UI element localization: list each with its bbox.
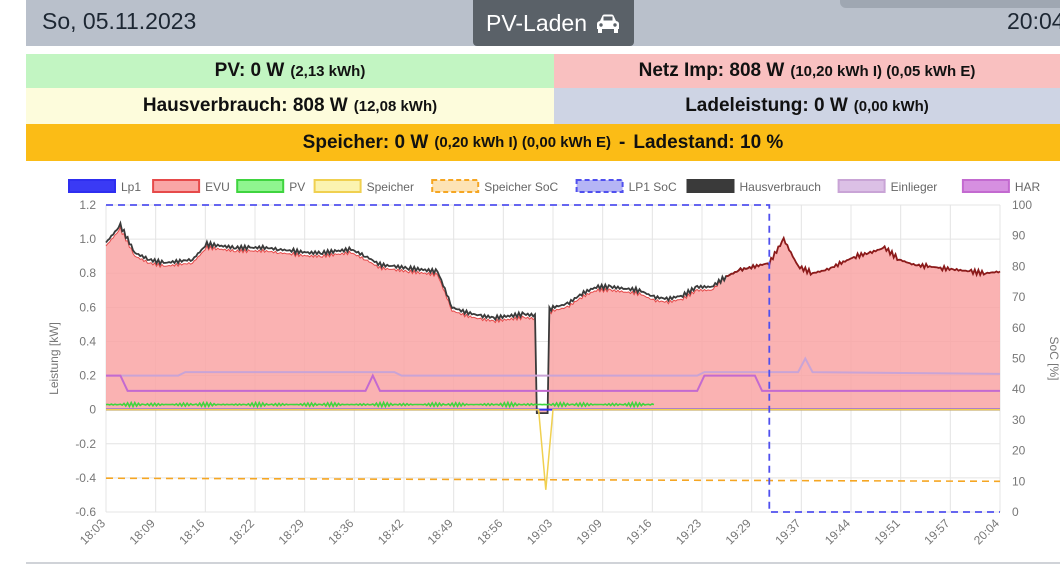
legend-swatch [236,179,285,193]
bottom-divider [26,562,1060,564]
x-tick-label: 19:03 [524,516,555,547]
legend-label: EVU [205,180,230,194]
popup-shadow [840,0,1060,8]
x-tick-label: 19:37 [772,516,803,547]
speicher-soc-line [105,477,1001,483]
x-tick-label: 19:29 [723,516,754,547]
lp1-soc-line [106,204,1000,513]
legend-swatch [837,179,886,193]
y-left-tick-label: -0.4 [75,471,96,485]
x-tick-label: 18:29 [276,516,307,547]
legend-label: PV [289,180,305,194]
legend-label: Speicher [367,180,414,194]
pv-summary: PV: 0 W (2,13 kWh) [26,54,554,88]
y-left-tick-label: 0.6 [79,300,96,314]
x-tick-label: 18:49 [425,516,456,547]
y-right-tick-label: 60 [1012,321,1026,335]
y-left-axis-title: Leistung [kW] [47,322,61,395]
y-left-tick-label: 1.2 [79,198,96,212]
charge-mode-label: PV-Laden [485,9,588,36]
x-tick-label: 18:42 [375,516,406,547]
x-tick-label: 19:23 [673,516,704,547]
current-date: So, 05.11.2023 [42,8,197,34]
y-right-tick-label: 50 [1012,352,1026,366]
y-right-tick-label: 80 [1012,259,1026,273]
x-tick-label: 18:03 [77,516,108,547]
legend-swatch [686,179,735,193]
x-tick-label: 18:22 [226,516,257,547]
storage-summary: Speicher: 0 W (0,20 kWh I) (0,00 kWh E) … [26,124,1060,161]
legend-label: HAR [1015,180,1041,194]
charging-power-label: Ladeleistung: 0 W [685,95,848,116]
speicher-line [106,408,1000,490]
storage-summary-label: Speicher: 0 W [302,131,429,153]
house-consumption-summary: Hausverbrauch: 808 W (12,08 kWh) [26,88,554,124]
x-tick-label: 18:36 [325,516,356,547]
pv-summary-detail: (2,13 kWh) [290,62,366,80]
current-time: 20:04 [1007,8,1060,34]
legend-swatch [68,179,116,193]
storage-soc-label: Ladestand: 10 % [633,131,784,153]
legend-swatch [575,179,624,193]
hausverbrauch-line [105,220,756,415]
charge-mode-button[interactable]: PV-Laden [473,0,634,46]
y-left-tick-label: 0.8 [79,266,96,280]
hausverbrauch-line-overlap [725,235,1001,278]
legend-label: Speicher SoC [484,180,558,194]
y-right-tick-label: 30 [1012,413,1026,427]
y-right-tick-label: 100 [1012,198,1032,212]
y-right-tick-label: 10 [1012,474,1026,488]
legend-swatch [152,179,201,193]
storage-separator: - [619,131,626,153]
storage-summary-detail: (0,20 kWh I) (0,00 kWh E) [434,134,612,151]
legend-label: Lp1 [121,180,141,194]
evu-area [106,227,1000,414]
x-tick-label: 20:04 [971,516,1002,547]
x-tick-label: 19:44 [822,516,853,547]
y-left-tick-label: -0.2 [75,437,96,451]
y-right-tick-label: 20 [1012,444,1026,458]
y-right-tick-label: 40 [1012,382,1026,396]
grid-summary: Netz Imp: 808 W (10,20 kWh I) (0,05 kWh … [554,54,1060,88]
y-left-tick-label: 0.2 [79,369,96,383]
house-consumption-detail: (12,08 kWh) [353,97,438,115]
legend-swatch [961,179,1010,193]
grid-summary-detail: (10,20 kWh I) (0,05 kWh E) [790,62,976,80]
y-left-tick-label: 0 [89,403,96,417]
car-icon [597,14,620,33]
pv-summary-label: PV: 0 W [214,60,285,81]
house-consumption-label: Hausverbrauch: 808 W [142,95,348,116]
einlieger-line [106,356,1001,377]
y-left-tick-label: 1.0 [79,232,96,246]
y-right-tick-label: 70 [1012,290,1026,304]
x-tick-label: 18:16 [176,516,207,547]
grid-summary-label: Netz Imp: 808 W [638,60,785,81]
legend-label: Hausverbrauch [740,180,821,194]
y-left-tick-label: 0.4 [79,334,96,348]
x-tick-label: 19:57 [921,516,952,547]
pv-line [105,400,655,409]
x-tick-label: 19:51 [872,516,903,547]
legend-swatch [313,179,362,193]
legend-label: Einlieger [891,180,938,194]
har-line [106,373,1000,392]
x-tick-label: 19:09 [574,516,605,547]
legend-swatch [431,179,480,193]
y-right-axis-title: SoC [%] [1047,336,1060,380]
charging-power-summary: Ladeleistung: 0 W (0,00 kWh) [554,88,1060,124]
charging-power-detail: (0,00 kWh) [853,97,929,115]
x-tick-label: 18:09 [127,516,158,547]
x-tick-label: 18:56 [474,516,505,547]
legend-label: LP1 SoC [629,180,677,194]
power-chart: 1.21.00.80.60.40.20-0.2-0.4-0.6100908070… [47,179,1060,547]
y-right-tick-label: 0 [1012,505,1019,519]
x-tick-label: 19:16 [623,516,654,547]
y-right-tick-label: 90 [1012,229,1026,243]
y-left-tick-label: -0.6 [75,505,96,519]
